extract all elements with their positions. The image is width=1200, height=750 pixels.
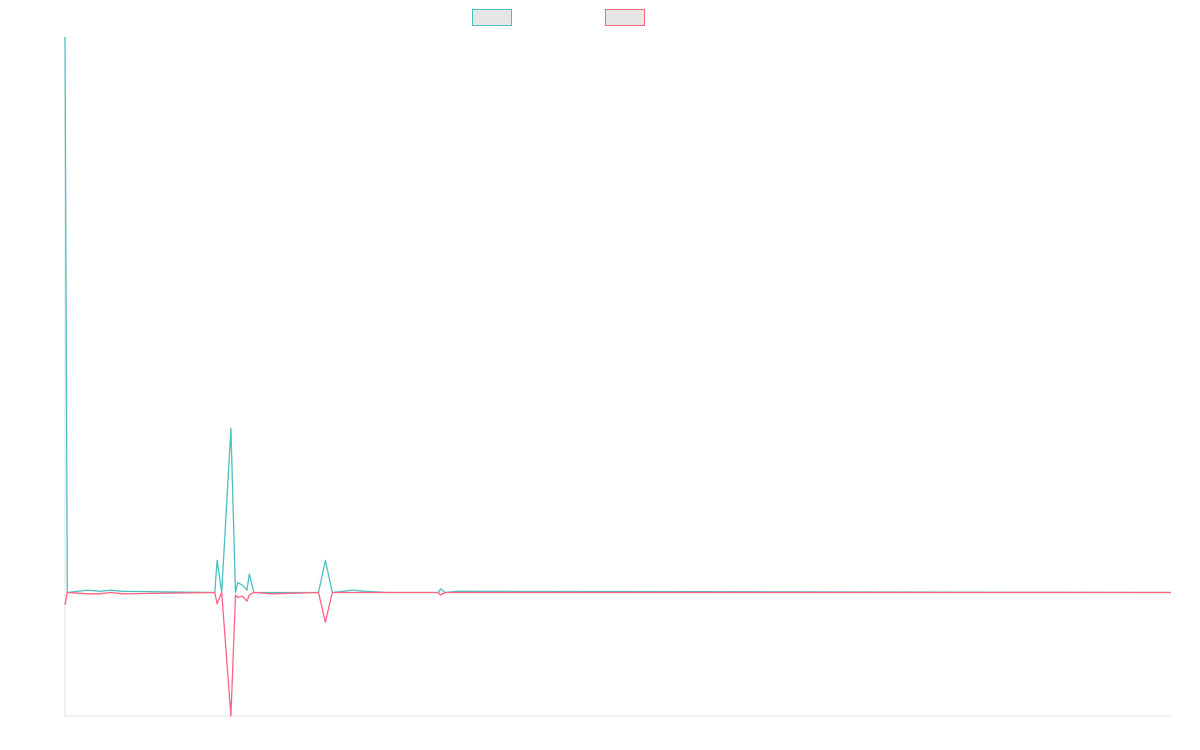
legend-swatch-series-2[interactable] — [605, 9, 645, 26]
series-line-1 — [64, 36, 1172, 594]
legend-swatch-series-1[interactable] — [472, 9, 512, 26]
series-line-2 — [64, 591, 1171, 717]
